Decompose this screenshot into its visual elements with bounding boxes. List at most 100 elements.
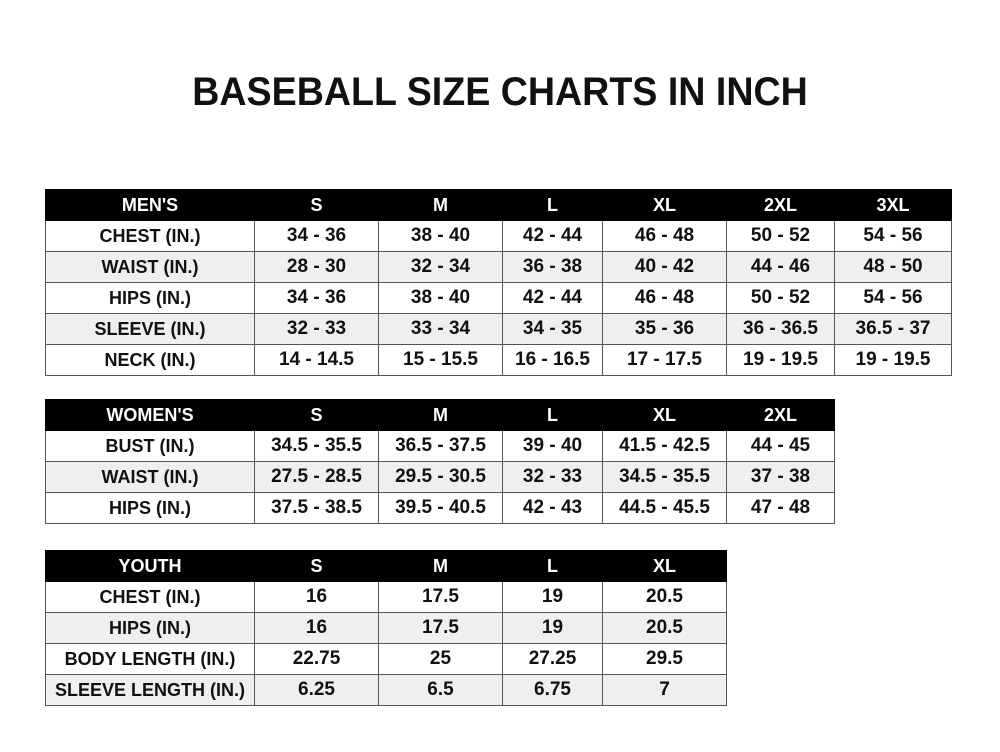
measurement-cell: 50 - 52 [726, 282, 835, 314]
measurement-cell: 54 - 56 [834, 220, 952, 252]
size-header: XL [602, 550, 727, 582]
measurement-cell: 27.5 - 28.5 [254, 461, 379, 493]
measurement-label: HIPS (IN.) [45, 492, 255, 524]
table-header-row: MEN'S S M L XL 2XL 3XL [45, 189, 952, 221]
size-header: 2XL [726, 189, 835, 221]
measurement-label: WAIST (IN.) [45, 461, 255, 493]
table-row: NECK (IN.) 14 - 14.5 15 - 15.5 16 - 16.5 17 … [45, 344, 952, 376]
measurement-cell: 34.5 - 35.5 [602, 461, 727, 493]
measurement-label: SLEEVE (IN.) [45, 313, 255, 345]
measurement-cell: 35 - 36 [602, 313, 727, 345]
measurement-cell: 46 - 48 [602, 220, 727, 252]
measurement-cell: 42 - 44 [502, 220, 603, 252]
measurement-cell: 7 [602, 674, 727, 706]
table-row: HIPS (IN.) 37.5 - 38.5 39.5 - 40.5 42 - 43 4… [45, 492, 835, 524]
measurement-cell: 46 - 48 [602, 282, 727, 314]
measurement-cell: 38 - 40 [378, 282, 503, 314]
measurement-cell: 42 - 43 [502, 492, 603, 524]
size-header: M [378, 399, 503, 431]
category-header: WOMEN'S [45, 399, 255, 431]
measurement-cell: 6.5 [378, 674, 503, 706]
measurement-cell: 36.5 - 37 [834, 313, 952, 345]
measurement-cell: 36.5 - 37.5 [378, 430, 503, 462]
measurement-label: CHEST (IN.) [45, 220, 255, 252]
measurement-cell: 17.5 [378, 612, 503, 644]
measurement-cell: 41.5 - 42.5 [602, 430, 727, 462]
measurement-cell: 29.5 [602, 643, 727, 675]
measurement-cell: 32 - 33 [254, 313, 379, 345]
table-row: SLEEVE LENGTH (IN.) 6.25 6.5 6.75 7 [45, 674, 727, 706]
measurement-cell: 14 - 14.5 [254, 344, 379, 376]
table-row: SLEEVE (IN.) 32 - 33 33 - 34 34 - 35 35 - 36… [45, 313, 952, 345]
category-header: YOUTH [45, 550, 255, 582]
measurement-cell: 17 - 17.5 [602, 344, 727, 376]
measurement-cell: 27.25 [502, 643, 603, 675]
measurement-cell: 19 - 19.5 [726, 344, 835, 376]
measurement-label: WAIST (IN.) [45, 251, 255, 283]
measurement-label: HIPS (IN.) [45, 612, 255, 644]
measurement-label: BODY LENGTH (IN.) [45, 643, 255, 675]
measurement-cell: 34.5 - 35.5 [254, 430, 379, 462]
mens-size-table: MEN'S S M L XL 2XL 3XL CHEST (IN.) 34 - 36 38 - 4… [45, 189, 952, 376]
table-header-row: YOUTH S M L XL [45, 550, 727, 582]
table-row: BUST (IN.) 34.5 - 35.5 36.5 - 37.5 39 - 40 4… [45, 430, 835, 462]
measurement-cell: 15 - 15.5 [378, 344, 503, 376]
table-row: CHEST (IN.) 34 - 36 38 - 40 42 - 44 46 - 48 5… [45, 220, 952, 252]
measurement-cell: 54 - 56 [834, 282, 952, 314]
measurement-cell: 20.5 [602, 612, 727, 644]
measurement-cell: 32 - 34 [378, 251, 503, 283]
measurement-cell: 19 - 19.5 [834, 344, 952, 376]
size-header: S [254, 550, 379, 582]
measurement-cell: 6.75 [502, 674, 603, 706]
measurement-cell: 16 [254, 612, 379, 644]
measurement-label: CHEST (IN.) [45, 581, 255, 613]
measurement-cell: 40 - 42 [602, 251, 727, 283]
measurement-cell: 42 - 44 [502, 282, 603, 314]
measurement-cell: 44.5 - 45.5 [602, 492, 727, 524]
size-header: L [502, 189, 603, 221]
measurement-cell: 48 - 50 [834, 251, 952, 283]
table-row: CHEST (IN.) 16 17.5 19 20.5 [45, 581, 727, 613]
measurement-cell: 33 - 34 [378, 313, 503, 345]
measurement-cell: 39 - 40 [502, 430, 603, 462]
table-row: BODY LENGTH (IN.) 22.75 25 27.25 29.5 [45, 643, 727, 675]
size-header: XL [602, 189, 727, 221]
measurement-cell: 36 - 38 [502, 251, 603, 283]
table-row: WAIST (IN.) 27.5 - 28.5 29.5 - 30.5 32 - 33… [45, 461, 835, 493]
measurement-label: HIPS (IN.) [45, 282, 255, 314]
measurement-label: NECK (IN.) [45, 344, 255, 376]
measurement-cell: 44 - 46 [726, 251, 835, 283]
size-header: S [254, 189, 379, 221]
measurement-cell: 32 - 33 [502, 461, 603, 493]
measurement-cell: 22.75 [254, 643, 379, 675]
measurement-cell: 29.5 - 30.5 [378, 461, 503, 493]
womens-size-table: WOMEN'S S M L XL 2XL BUST (IN.) 34.5 - 35.5 36.5… [45, 399, 835, 524]
measurement-cell: 6.25 [254, 674, 379, 706]
category-header: MEN'S [45, 189, 255, 221]
measurement-cell: 47 - 48 [726, 492, 835, 524]
measurement-cell: 38 - 40 [378, 220, 503, 252]
youth-size-table: YOUTH S M L XL CHEST (IN.) 16 17.5 19 20.5 HIPS (I… [45, 550, 727, 706]
measurement-cell: 20.5 [602, 581, 727, 613]
measurement-cell: 44 - 45 [726, 430, 835, 462]
size-header: 3XL [834, 189, 952, 221]
measurement-cell: 50 - 52 [726, 220, 835, 252]
table-row: HIPS (IN.) 34 - 36 38 - 40 42 - 44 46 - 48 50… [45, 282, 952, 314]
measurement-cell: 37 - 38 [726, 461, 835, 493]
size-header: M [378, 189, 503, 221]
size-header: L [502, 550, 603, 582]
measurement-cell: 37.5 - 38.5 [254, 492, 379, 524]
measurement-label: BUST (IN.) [45, 430, 255, 462]
measurement-cell: 34 - 36 [254, 220, 379, 252]
page-title: BASEBALL SIZE CHARTS IN INCH [192, 70, 808, 114]
table-row: HIPS (IN.) 16 17.5 19 20.5 [45, 612, 727, 644]
size-header: XL [602, 399, 727, 431]
measurement-cell: 19 [502, 612, 603, 644]
measurement-cell: 16 - 16.5 [502, 344, 603, 376]
measurement-cell: 34 - 36 [254, 282, 379, 314]
measurement-label: SLEEVE LENGTH (IN.) [45, 674, 255, 706]
size-header: 2XL [726, 399, 835, 431]
measurement-cell: 19 [502, 581, 603, 613]
measurement-cell: 16 [254, 581, 379, 613]
measurement-cell: 28 - 30 [254, 251, 379, 283]
